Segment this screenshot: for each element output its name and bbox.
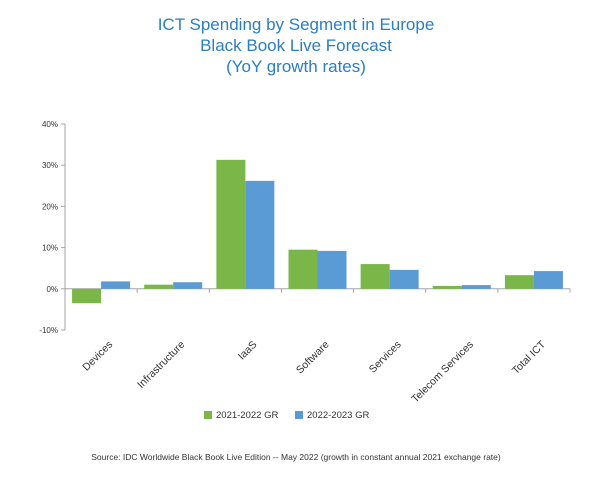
bar-series2 <box>245 180 275 289</box>
x-category-label: Total ICT <box>510 338 549 377</box>
y-tick-label: 10% <box>42 244 58 253</box>
y-tick-label: 30% <box>42 161 58 170</box>
chart-subtitle-growth: (YoY growth rates) <box>226 57 366 76</box>
bar-series2 <box>173 282 203 289</box>
bar-series2 <box>389 269 419 289</box>
bar-series1 <box>216 159 246 289</box>
chart-title-block: ICT Spending by Segment in Europe Black … <box>0 14 592 77</box>
legend-swatch <box>295 411 303 419</box>
bar-series1 <box>432 285 462 289</box>
x-category-label: Devices <box>80 339 115 374</box>
source-note: Source: IDC Worldwide Black Book Live Ed… <box>91 452 501 462</box>
y-tick-label: 40% <box>42 120 58 129</box>
bar-series2 <box>461 285 491 289</box>
bar-series2 <box>101 281 131 289</box>
legend-label: 2021-2022 GR <box>216 410 278 421</box>
bar-series1 <box>360 264 390 289</box>
bar-series1 <box>288 249 318 289</box>
bar-series2 <box>533 271 563 289</box>
legend-swatch <box>204 411 212 419</box>
bar-series1 <box>144 284 174 289</box>
y-tick-label: 0% <box>46 285 58 294</box>
x-category-label: Services <box>367 339 404 376</box>
y-tick-label: -10% <box>39 326 58 335</box>
bar-series2 <box>317 250 347 289</box>
x-category-label: Telecom Services <box>409 339 476 406</box>
x-category-label: Infrastructure <box>135 339 187 391</box>
bar-series1 <box>72 288 102 304</box>
chart-subtitle: Black Book Live Forecast <box>200 36 392 55</box>
bar-series1 <box>504 275 534 289</box>
y-tick-label: 20% <box>42 202 58 211</box>
x-category-label: IaaS <box>236 339 260 363</box>
legend-label: 2022-2023 GR <box>307 410 369 421</box>
x-category-label: Software <box>294 339 332 377</box>
chart-title: ICT Spending by Segment in Europe <box>157 15 435 34</box>
bar-chart: -10% 0% 10% 20% 30% 40% Devices Infrastructure I… <box>39 120 571 421</box>
